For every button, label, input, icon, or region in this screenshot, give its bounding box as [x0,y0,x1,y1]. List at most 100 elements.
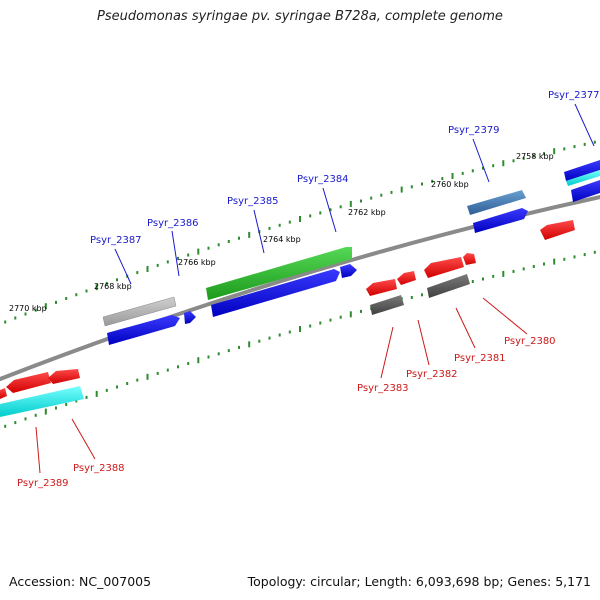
minor-tick [410,185,413,189]
gene-arrow-red[interactable] [0,388,7,399]
major-tick [502,270,505,277]
minor-tick [207,355,210,359]
topology-summary: Topology: circular; Length: 6,093,698 bp… [247,574,591,589]
minor-tick [55,406,57,410]
gene-arrow-red[interactable] [6,372,51,393]
minor-tick [360,199,362,203]
kbp-label: 2764 kbp [263,235,301,244]
gene-arrow-blue[interactable] [571,180,600,202]
minor-tick [329,208,332,212]
kbp-label: 2758 kbp [516,152,554,161]
gene-arrow-green[interactable] [206,247,352,300]
gene-arrow-red[interactable] [48,369,80,384]
gene-arrow-red[interactable] [397,271,416,285]
minor-tick [482,166,484,170]
gene-arrow-blue[interactable] [340,264,357,278]
major-tick [502,160,505,167]
gene-label[interactable]: Psyr_2381 [454,353,506,364]
gene-arrow-blue[interactable] [107,315,180,345]
upper-features [102,160,600,345]
minor-tick [380,193,383,197]
gene-label[interactable]: Psyr_2389 [17,478,69,489]
gene-arrow-cyan[interactable] [566,170,600,186]
gene-label[interactable]: Psyr_2382 [406,369,458,380]
gene-label[interactable]: Psyr_2377 [548,90,600,101]
minor-tick [563,147,566,151]
gene-arrow-red[interactable] [540,220,575,240]
minor-tick [573,145,576,149]
major-tick [553,148,556,155]
major-tick [553,258,556,265]
minor-tick [593,140,596,144]
minor-tick [258,339,261,343]
gene-arrow-cyan[interactable] [0,386,84,417]
kbp-label: 2770 kbp [9,304,47,313]
minor-tick [156,263,159,267]
major-tick [44,408,47,415]
major-tick [451,173,454,179]
minor-tick [278,333,281,337]
gene-arrow-red[interactable] [366,279,397,296]
gene-arrow-blue[interactable] [184,311,196,324]
gene-label[interactable]: Psyr_2384 [297,174,349,185]
gene-label[interactable]: Psyr_2387 [90,235,142,246]
major-tick [197,248,200,255]
minor-tick [238,236,240,240]
kbp-label: 2768 kbp [94,282,132,291]
gene-arrow-blue[interactable] [473,208,528,233]
minor-tick [532,265,535,268]
major-tick [146,266,149,272]
minor-tick [319,211,322,215]
minor-tick [431,179,434,183]
minor-tick [75,399,78,403]
minor-tick [227,240,230,243]
minor-tick [55,300,57,304]
gene-arrow-blue[interactable] [211,269,340,317]
accession-text: Accession: NC_007005 [9,574,152,589]
minor-tick [471,169,474,173]
minor-tick [227,349,230,353]
minor-tick [370,196,373,200]
gene-label[interactable]: Psyr_2379 [448,125,500,136]
gene-arrow-gray[interactable] [102,296,177,327]
minor-tick [288,330,291,334]
minor-tick [329,318,332,322]
lower-features [0,220,575,417]
minor-tick [116,385,118,389]
minor-tick [136,271,139,275]
gene-arrow-steel[interactable] [467,190,526,215]
gene-label[interactable]: Psyr_2388 [73,463,125,474]
minor-tick [136,378,139,382]
minor-tick [207,246,210,250]
kbp-label: 2762 kbp [348,208,386,217]
gene-label[interactable]: Psyr_2386 [147,218,199,229]
minor-tick [573,255,576,259]
minor-tick [85,289,88,293]
gene-arrow-red[interactable] [424,257,464,278]
gene-arrow-red[interactable] [463,253,476,265]
major-tick [400,186,403,193]
minor-tick [156,371,159,375]
major-tick [44,303,47,310]
minor-tick [410,296,413,299]
gene-label[interactable]: Psyr_2385 [227,196,279,207]
minor-tick [278,223,281,227]
gene-arrow-blue[interactable] [564,160,600,181]
minor-tick [421,293,423,297]
minor-tick [105,388,108,392]
gene-label[interactable]: Psyr_2383 [357,383,409,394]
gene-arrow-darkgray[interactable] [370,295,404,315]
minor-tick [492,274,495,278]
minor-tick [471,280,474,283]
minor-tick [14,316,17,320]
gene-arrow-darkgray[interactable] [427,274,470,298]
minor-tick [268,226,271,230]
kbp-labels: 2770 kbp 2768 kbp 2766 kbp 2764 kbp 2762… [9,152,554,313]
gene-label[interactable]: Psyr_2380 [504,336,556,347]
minor-tick [126,382,129,385]
gene-labels: Psyr_2387 Psyr_2386 Psyr_2385 Psyr_2384 … [17,90,600,489]
minor-tick [166,368,169,372]
minor-tick [4,424,7,428]
minor-tick [34,308,37,312]
minor-tick [116,278,118,282]
